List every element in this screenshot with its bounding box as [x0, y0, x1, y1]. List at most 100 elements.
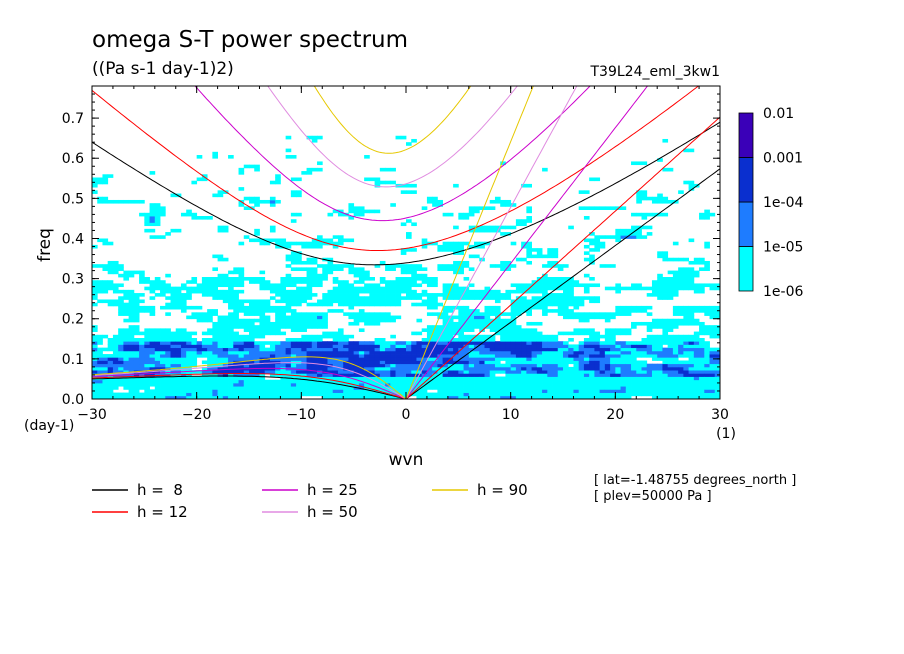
power-cell	[128, 315, 135, 320]
power-cell	[390, 180, 396, 185]
power-cell	[709, 376, 716, 381]
power-cell	[484, 344, 491, 349]
power-cell	[353, 341, 360, 345]
power-cell	[432, 386, 438, 390]
power-cell	[463, 338, 470, 342]
power-cell	[144, 305, 150, 310]
power-cell	[222, 228, 229, 233]
power-cell	[578, 363, 585, 368]
power-cell	[500, 232, 506, 236]
power-cell	[542, 273, 548, 278]
power-cell	[343, 296, 349, 300]
power-cell	[631, 357, 637, 361]
power-cell	[175, 296, 182, 300]
power-cell	[311, 366, 318, 371]
power-cell	[688, 183, 695, 188]
power-cell	[217, 283, 224, 288]
power-cell	[662, 370, 669, 374]
power-cell	[201, 293, 208, 297]
power-cell	[97, 395, 103, 399]
power-cell	[118, 305, 124, 310]
power-cell	[421, 293, 428, 297]
power-cell	[400, 286, 407, 291]
power-cell	[667, 360, 674, 365]
power-cell	[311, 354, 318, 358]
power-cell	[479, 370, 485, 374]
power-cell	[594, 177, 601, 182]
power-cell	[301, 171, 307, 175]
power-cell	[563, 366, 569, 371]
power-cell	[620, 357, 627, 361]
power-cell	[510, 373, 517, 377]
power-cell	[704, 209, 710, 214]
power-cell	[625, 286, 632, 291]
power-cell	[337, 354, 344, 358]
chart-title: omega S-T power spectrum	[92, 27, 408, 53]
power-cell	[463, 370, 470, 374]
power-cell	[479, 376, 485, 381]
power-cell	[536, 289, 543, 294]
power-cell	[683, 386, 689, 390]
power-cell	[228, 389, 234, 393]
power-cell	[337, 235, 344, 239]
power-cell	[322, 325, 328, 329]
power-cell	[583, 395, 590, 399]
power-cell	[149, 328, 156, 332]
power-cell	[709, 315, 716, 320]
power-cell	[296, 260, 302, 265]
power-cell	[636, 376, 642, 381]
power-cell	[489, 228, 496, 233]
power-cell	[505, 325, 512, 329]
power-cell	[238, 382, 245, 387]
power-cell	[154, 382, 161, 387]
power-cell	[97, 177, 103, 182]
power-cell	[594, 370, 601, 374]
power-cell	[207, 347, 213, 352]
power-cell	[578, 389, 585, 393]
power-cell	[447, 241, 454, 246]
power-cell	[631, 283, 637, 288]
power-cell	[667, 366, 674, 371]
power-cell	[191, 363, 198, 368]
power-cell	[437, 338, 444, 342]
power-cell	[186, 341, 192, 345]
power-cell	[542, 363, 548, 368]
power-cell	[196, 216, 203, 220]
power-cell	[311, 357, 318, 361]
power-cell	[709, 379, 716, 384]
power-cell	[385, 318, 391, 323]
power-cell	[453, 331, 459, 336]
power-cell	[128, 334, 135, 339]
power-cell	[400, 183, 407, 188]
rossby-curve	[92, 373, 407, 399]
power-cell	[526, 244, 532, 249]
power-cell	[547, 379, 553, 384]
power-cell	[233, 315, 239, 320]
power-cell	[667, 321, 674, 326]
power-cell	[290, 312, 297, 316]
power-cell	[191, 312, 198, 316]
power-cell	[494, 392, 501, 397]
power-cell	[573, 299, 580, 304]
power-cell	[510, 321, 517, 326]
power-cell	[610, 328, 616, 332]
power-cell	[217, 296, 224, 300]
power-cell	[348, 347, 355, 352]
power-cell	[118, 289, 124, 294]
power-cell	[212, 366, 218, 371]
power-cell	[672, 293, 679, 297]
power-cell	[432, 299, 438, 304]
power-cell	[332, 334, 339, 339]
power-cell	[432, 331, 438, 336]
power-cell	[186, 370, 192, 374]
power-cell	[688, 260, 695, 265]
power-cell	[672, 389, 679, 393]
power-cell	[154, 350, 161, 355]
power-cell	[160, 363, 166, 368]
power-cell	[186, 212, 192, 217]
power-cell	[552, 309, 559, 313]
power-cell	[693, 331, 700, 336]
power-cell	[306, 376, 313, 381]
power-cell	[625, 357, 632, 361]
power-cell	[515, 309, 522, 313]
